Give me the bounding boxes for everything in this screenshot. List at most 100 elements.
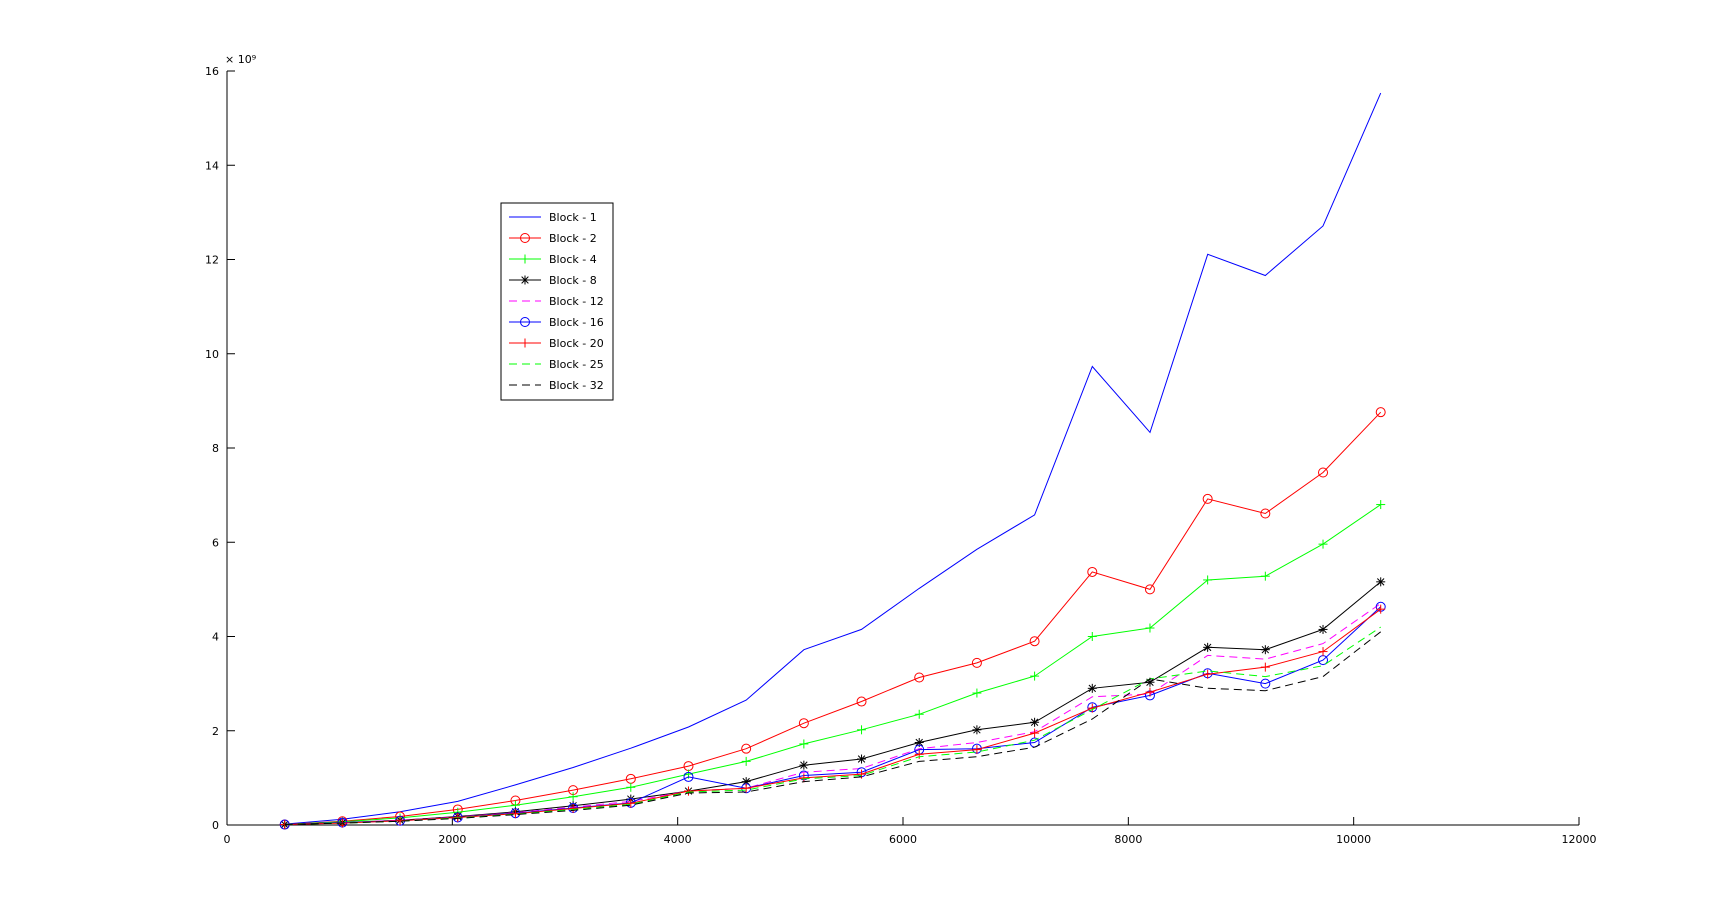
x-tick-label: 10000 bbox=[1336, 833, 1371, 846]
legend-marker bbox=[520, 275, 530, 285]
y-tick-label: 14 bbox=[205, 159, 219, 172]
data-point-marker bbox=[568, 792, 578, 802]
data-point-marker bbox=[1029, 636, 1040, 647]
y-tick-label: 12 bbox=[205, 254, 219, 267]
legend-label: Block - 25 bbox=[549, 358, 604, 371]
series-line bbox=[284, 504, 1381, 825]
data-point-marker bbox=[971, 657, 982, 668]
marker-stroke bbox=[521, 276, 529, 284]
data-point-marker bbox=[1318, 647, 1328, 657]
data-point-marker bbox=[683, 786, 693, 796]
x-tick-label: 8000 bbox=[1114, 833, 1142, 846]
legend-entry: Block - 25 bbox=[509, 358, 604, 371]
data-point-marker bbox=[1145, 623, 1155, 633]
y-tick-label: 2 bbox=[212, 725, 219, 738]
data-point-marker bbox=[798, 718, 809, 729]
legend-label: Block - 4 bbox=[549, 253, 597, 266]
legend-marker bbox=[520, 254, 530, 264]
data-point-marker bbox=[799, 773, 809, 783]
data-point-marker bbox=[1203, 642, 1213, 652]
data-point-marker bbox=[857, 754, 867, 764]
data-point-marker bbox=[1260, 678, 1271, 689]
y-tick-label: 0 bbox=[212, 819, 219, 832]
marker-stroke bbox=[1088, 684, 1097, 693]
data-point-marker bbox=[799, 739, 809, 749]
data-point-marker bbox=[741, 783, 751, 793]
legend-marker bbox=[520, 317, 530, 327]
marker-stroke bbox=[1319, 625, 1327, 634]
data-point-marker bbox=[1318, 539, 1328, 549]
legend-label: Block - 2 bbox=[549, 232, 597, 245]
series-group bbox=[279, 92, 1386, 830]
legend-label: Block - 32 bbox=[549, 379, 604, 392]
marker-stroke bbox=[1261, 645, 1270, 654]
series-line bbox=[284, 631, 1382, 825]
series-line bbox=[284, 581, 1382, 825]
axes: 0 2000 4000 6000 8000 10000 12000 0 2 4 6 8 10 12 14 16… bbox=[205, 53, 1597, 846]
data-point-marker bbox=[1087, 566, 1098, 577]
y-tick-label: 16 bbox=[205, 65, 219, 78]
legend-label: Block - 16 bbox=[549, 316, 604, 329]
data-point-marker bbox=[626, 798, 636, 808]
marker-stroke bbox=[1146, 678, 1154, 686]
data-point-marker bbox=[914, 709, 924, 719]
data-point-marker bbox=[1144, 584, 1155, 595]
data-point-marker bbox=[741, 743, 752, 754]
data-point-marker bbox=[1376, 500, 1386, 510]
marker-stroke bbox=[1030, 718, 1039, 726]
y-tick-label: 4 bbox=[212, 631, 219, 644]
data-point-marker bbox=[1087, 683, 1097, 693]
data-point-marker bbox=[972, 725, 982, 735]
data-point-marker bbox=[914, 672, 925, 683]
data-point-marker bbox=[741, 756, 751, 766]
data-point-marker bbox=[856, 696, 867, 707]
x-tick-label: 12000 bbox=[1562, 833, 1597, 846]
legend-entry: Block - 8 bbox=[509, 274, 597, 287]
marker-stroke bbox=[857, 755, 866, 763]
data-point-marker bbox=[1260, 645, 1270, 655]
data-point-marker bbox=[1260, 571, 1270, 581]
x-tick-label: 6000 bbox=[889, 833, 917, 846]
data-point-marker bbox=[1318, 624, 1328, 634]
legend-label: Block - 8 bbox=[549, 274, 597, 287]
data-point-marker bbox=[1376, 604, 1386, 614]
data-point-marker bbox=[914, 749, 924, 759]
data-point-marker bbox=[972, 745, 982, 755]
data-point-marker bbox=[1203, 669, 1213, 679]
legend: Block - 1 Block - 2 Block - 4 Block - 8 Bloc… bbox=[500, 202, 614, 401]
y-tick-label: 8 bbox=[212, 442, 219, 455]
series-block-1 bbox=[284, 92, 1382, 825]
data-point-marker bbox=[683, 771, 694, 782]
data-point-marker bbox=[1030, 728, 1040, 738]
x-tick-label: 0 bbox=[224, 833, 231, 846]
legend-box bbox=[500, 202, 614, 401]
data-point-marker bbox=[1260, 508, 1271, 519]
data-point-marker bbox=[1145, 687, 1155, 697]
legend-marker bbox=[520, 233, 530, 243]
legend-marker bbox=[520, 338, 530, 348]
legend-entry: Block - 32 bbox=[509, 379, 604, 392]
data-point-marker bbox=[799, 760, 809, 770]
legend-entry: Block - 16 bbox=[509, 316, 604, 329]
series-block-32 bbox=[284, 631, 1382, 825]
y-exponent-label: × 10⁹ bbox=[225, 53, 256, 66]
legend-label: Block - 20 bbox=[549, 337, 604, 350]
legend-entry: Block - 12 bbox=[509, 295, 604, 308]
data-point-marker bbox=[1376, 577, 1386, 587]
data-point-marker bbox=[1030, 671, 1040, 681]
legend-label: Block - 12 bbox=[549, 295, 604, 308]
data-point-marker bbox=[857, 725, 867, 735]
marker-stroke bbox=[800, 761, 808, 769]
legend-label: Block - 1 bbox=[549, 211, 597, 224]
series-line bbox=[284, 411, 1382, 825]
legend-entry: Block - 2 bbox=[509, 232, 597, 245]
data-point-marker bbox=[626, 782, 636, 792]
marker-stroke bbox=[973, 726, 981, 734]
marker-stroke bbox=[1376, 578, 1385, 586]
series-line bbox=[284, 92, 1382, 825]
data-point-marker bbox=[1260, 662, 1270, 672]
y-tick-label: 6 bbox=[212, 536, 219, 549]
marker-stroke bbox=[915, 738, 923, 747]
